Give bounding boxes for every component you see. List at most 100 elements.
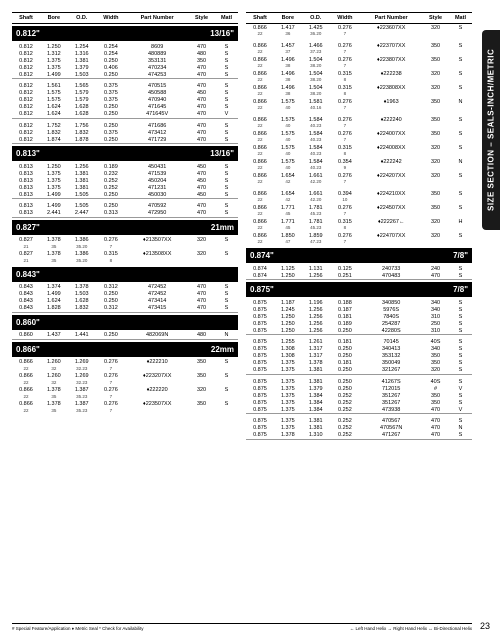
cell: 1.375 xyxy=(40,184,68,191)
cell: 1.375 xyxy=(274,392,302,399)
cell: 0.812 xyxy=(12,64,40,71)
cell: 0.181 xyxy=(330,313,361,320)
table-row: 0.8751.1871.1960.188340850340S xyxy=(246,299,472,306)
cell: 0.252 xyxy=(330,432,361,440)
cell: 0.250 xyxy=(96,104,127,111)
table-row: 0.8741.1251.1310.125240733240S xyxy=(246,265,472,272)
cell: 0.866 xyxy=(12,387,40,394)
table-row: 0.8661.3781.3870.276♦223507XX350S xyxy=(12,401,238,408)
cell: 470 xyxy=(188,122,215,129)
cell: 1.756 xyxy=(68,122,96,129)
cell: 350 xyxy=(422,190,449,197)
cell: 1.387 xyxy=(68,387,96,394)
cell: 41267S xyxy=(360,378,422,385)
cell: 0.354 xyxy=(330,158,361,165)
sub-row: 223838.207 xyxy=(246,63,472,70)
cell: 1.375 xyxy=(274,360,302,367)
cell: 1.828 xyxy=(40,305,68,313)
cell: 0.827 xyxy=(12,251,40,258)
cell: 470 xyxy=(188,203,215,210)
col-header: Matl xyxy=(215,13,238,24)
cell: 0.812 xyxy=(12,97,40,104)
cell: 470 xyxy=(188,104,215,111)
sub-row: 213535.208 xyxy=(12,258,238,265)
cell: ♦222242 xyxy=(360,158,422,165)
cell: 1.386 xyxy=(68,237,96,244)
cell: S xyxy=(449,360,472,367)
cell: S xyxy=(215,284,238,291)
cell: 450030 xyxy=(126,191,188,199)
table-row: 0.8271.3781.3860.276♦213507XX320S xyxy=(12,237,238,244)
cell: 1.503 xyxy=(68,291,96,298)
table-row: 0.8131.3751.3810.232471539470S xyxy=(12,170,238,177)
table-row: 0.8131.3751.3810.252471231470S xyxy=(12,184,238,191)
cell: 480 xyxy=(188,50,215,57)
table-row: 0.8661.4571.4660.276♦223707XX350S xyxy=(246,42,472,49)
cell: 1.384 xyxy=(302,406,330,414)
cell: 1.781 xyxy=(302,218,330,225)
cell: S xyxy=(449,399,472,406)
cell: 0.812 xyxy=(12,90,40,97)
cell: 1.832 xyxy=(40,129,68,136)
cell: 450 xyxy=(188,177,215,184)
cell: 0.875 xyxy=(246,425,274,432)
cell: 350 xyxy=(422,42,449,49)
cell: 0.866 xyxy=(246,172,274,179)
cell: S xyxy=(215,163,238,170)
cell: 473414 xyxy=(126,298,188,305)
cell: 1.417 xyxy=(274,24,302,32)
cell: 320 xyxy=(422,367,449,375)
cell: 0.875 xyxy=(246,339,274,346)
cell: 1.381 xyxy=(68,57,96,64)
cell: 0.250 xyxy=(96,57,127,64)
cell: 1.317 xyxy=(302,353,330,360)
cell: 0.866 xyxy=(246,232,274,239)
cell: 1.378 xyxy=(40,387,68,394)
cell: N xyxy=(449,425,472,432)
cell: 1.832 xyxy=(68,129,96,136)
cell: 2.441 xyxy=(40,210,68,218)
sub-row: 224040.237 xyxy=(246,123,472,130)
cell: 470 xyxy=(188,43,215,50)
cell: 1.256 xyxy=(302,272,330,280)
cell: 1.256 xyxy=(68,163,96,170)
table-row: 0.8121.8741.8780.250471729470S xyxy=(12,136,238,144)
cell: S xyxy=(215,136,238,144)
cell: 1.628 xyxy=(68,298,96,305)
cell: 0.250 xyxy=(330,346,361,353)
cell: S xyxy=(215,210,238,218)
cell: 320 xyxy=(422,144,449,151)
cell: 1.832 xyxy=(68,305,96,313)
sub-row: 224242.207 xyxy=(246,179,472,186)
cell: 8609 xyxy=(126,43,188,50)
cell: S xyxy=(215,291,238,298)
cell: 1.575 xyxy=(274,130,302,137)
sub-row: 224747.237 xyxy=(246,239,472,246)
cell: 0.250 xyxy=(330,353,361,360)
cell: 0.812 xyxy=(12,83,40,90)
cell: 350 xyxy=(422,392,449,399)
cell: S xyxy=(215,191,238,199)
cell: 1.850 xyxy=(274,232,302,239)
cell: 1.374 xyxy=(40,284,68,291)
cell: 1.381 xyxy=(302,418,330,425)
table-row: 0.8431.3741.3780.312472452470S xyxy=(12,284,238,291)
cell: 1.312 xyxy=(40,50,68,57)
table-row: 0.8601.4371.4410.250482069N480N xyxy=(12,332,238,340)
cell: 0.812 xyxy=(12,122,40,129)
cell: 1.624 xyxy=(40,111,68,119)
cell: 1.457 xyxy=(274,42,302,49)
cell: 310 xyxy=(422,313,449,320)
cell: 1.375 xyxy=(274,378,302,385)
cell: 0.875 xyxy=(246,313,274,320)
col-header: Width xyxy=(96,13,127,24)
cell: 320 xyxy=(422,158,449,165)
cell: 470 xyxy=(188,83,215,90)
table-row: 0.8661.8501.8590.276♦224707XX320S xyxy=(246,232,472,239)
sub-row: 224242.2010 xyxy=(246,197,472,204)
cell: 1.584 xyxy=(302,158,330,165)
cell: 320 xyxy=(422,232,449,239)
cell: 1.584 xyxy=(302,116,330,123)
cell: 40S xyxy=(422,378,449,385)
table-row: 0.8751.3751.3780.181350049350S xyxy=(246,360,472,367)
